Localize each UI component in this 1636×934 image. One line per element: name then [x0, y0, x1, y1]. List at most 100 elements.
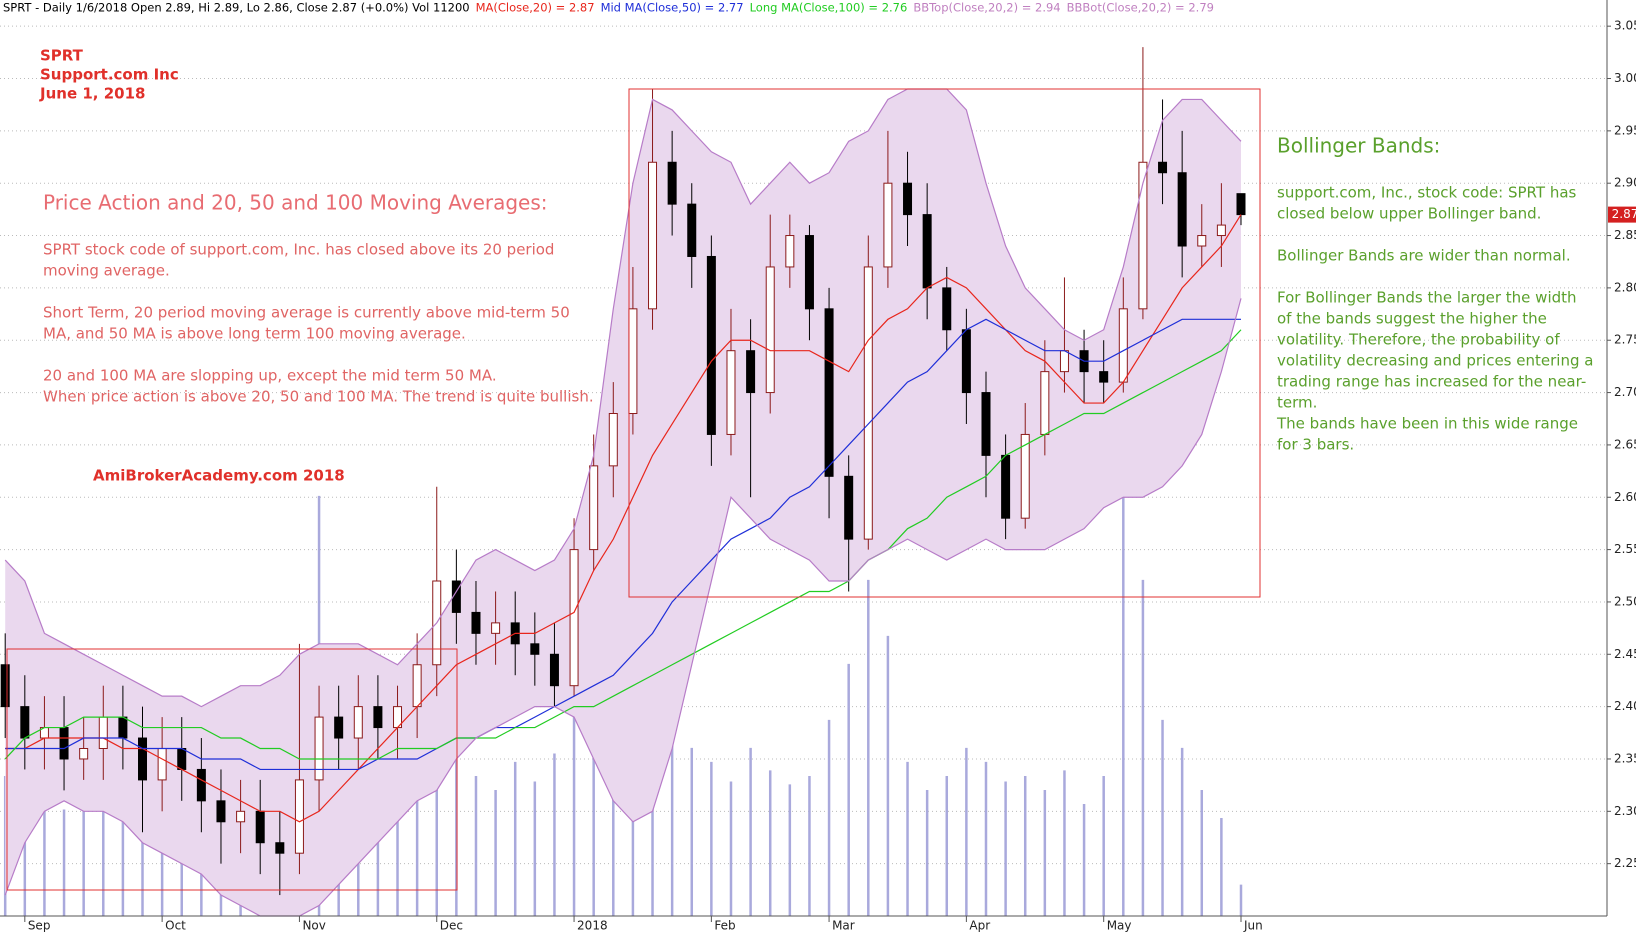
candle-body [157, 748, 167, 781]
candle-body [922, 214, 932, 289]
title-line: Support.com Inc [40, 66, 179, 84]
y-tick-label: 3.05 [1614, 19, 1636, 33]
candle-body [687, 203, 697, 257]
note-line: closed below upper Bollinger band. [1277, 205, 1541, 223]
candle-body [785, 235, 795, 268]
candle-body [20, 706, 30, 739]
note-heading: Bollinger Bands: [1277, 134, 1440, 158]
y-tick-label: 2.45 [1614, 647, 1636, 661]
bollinger-fill [5, 88, 1242, 917]
legend-entry: BBBot(Close,20,2) = 2.79 [1067, 1, 1214, 15]
note-line: The bands have been in this wide range [1276, 415, 1578, 433]
note-line: support.com, Inc., stock code: SPRT has [1277, 184, 1577, 202]
candle-body [1236, 193, 1246, 216]
x-tick-label: 2018 [577, 919, 608, 933]
note-line: When price action is above 20, 50 and 10… [43, 388, 594, 406]
y-tick-label: 3.00 [1614, 71, 1636, 85]
candle-body [1040, 371, 1050, 435]
candle-body [726, 350, 736, 435]
highlight-box [628, 88, 1261, 598]
series-line [4, 88, 1242, 708]
note-line: SPRT stock code of support.com, Inc. has… [43, 241, 554, 259]
candle-body [746, 350, 756, 394]
candle-body [1059, 350, 1069, 373]
candle-body [942, 287, 952, 331]
candle-body [1099, 371, 1109, 383]
candle-body [569, 549, 579, 687]
y-tick-label: 2.90 [1614, 176, 1636, 190]
candle-body [334, 716, 344, 739]
header: SPRT - Daily 1/6/2018 Open 2.89, Hi 2.89… [3, 1, 470, 15]
note-line: volatility decreasing and prices enterin… [1277, 352, 1593, 370]
series-line [5, 318, 1241, 771]
price-tag-label: 2.87 [1612, 207, 1636, 221]
note-line: Bollinger Bands are wider than normal. [1277, 247, 1571, 265]
y-tick-label: 2.85 [1614, 228, 1636, 242]
note-line: volatility. Therefore, the probability o… [1277, 331, 1560, 349]
candle-body [216, 800, 226, 823]
candle-body [1216, 224, 1226, 237]
note-line: moving average. [43, 262, 170, 280]
note-line: trading range has increased for the near… [1277, 373, 1586, 391]
y-tick-label: 2.55 [1614, 542, 1636, 556]
series-line [4, 298, 1242, 917]
series-line [4, 329, 1242, 760]
candle-body [1177, 172, 1187, 247]
candle-body [98, 716, 108, 750]
x-tick-label: Oct [165, 919, 186, 933]
candle-body [648, 161, 658, 310]
price-tag [1608, 206, 1636, 223]
legend-entry: Long MA(Close,100) = 2.76 [750, 1, 908, 15]
title-line: June 1, 2018 [39, 85, 145, 103]
candle-body [255, 810, 265, 844]
y-tick-label: 2.35 [1614, 751, 1636, 765]
candle-body [863, 266, 873, 540]
x-tick-label: Dec [440, 919, 463, 933]
candle-body [765, 266, 775, 394]
candle-body [1020, 433, 1030, 519]
candle-body [314, 716, 324, 781]
candle-body [59, 727, 69, 760]
candle-body [138, 737, 148, 781]
moving-averages [4, 88, 1242, 917]
y-tick-label: 2.80 [1614, 280, 1636, 294]
candle-body [79, 748, 89, 760]
candle-body [667, 161, 677, 205]
y-tick-label: 2.65 [1614, 437, 1636, 451]
candle-body [1138, 161, 1148, 310]
watermark: AmiBrokerAcademy.com 2018 [93, 467, 345, 485]
candle-body [589, 465, 599, 551]
candle-body [177, 748, 187, 770]
y-tick-label: 2.25 [1614, 856, 1636, 870]
candle-body [236, 810, 246, 823]
title-line: SPRT [40, 47, 84, 65]
legend-entry: BBTop(Close,20,2) = 2.94 [913, 1, 1060, 15]
note-line: MA, and 50 MA is above long term 100 mov… [43, 325, 466, 343]
annotations: SPRT - Daily 1/6/2018 Open 2.89, Hi 2.89… [3, 1, 1593, 485]
series-line [5, 214, 1242, 823]
candle-body [412, 664, 422, 708]
candle-body [294, 779, 304, 854]
candle-body [1197, 235, 1207, 247]
x-tick-label: Feb [714, 919, 735, 933]
candle-body [530, 643, 540, 655]
legend-entry: Mid MA(Close,50) = 2.77 [601, 1, 744, 15]
y-tick-label: 2.70 [1614, 385, 1636, 399]
note-line: 20 and 100 MA are slopping up, except th… [43, 367, 497, 385]
candle-body [275, 842, 285, 854]
candle-body [961, 329, 971, 394]
y-tick-label: 2.30 [1614, 804, 1636, 818]
candle-body [491, 622, 501, 634]
candle-body [373, 706, 383, 729]
x-tick-label: May [1107, 919, 1132, 933]
candle-body [608, 413, 618, 467]
candle-body [1001, 454, 1011, 519]
candle-body [196, 768, 206, 802]
legend-entry: MA(Close,20) = 2.87 [476, 1, 595, 15]
y-tick-label: 2.95 [1614, 123, 1636, 137]
note-line: term. [1277, 394, 1317, 412]
y-tick-label: 2.40 [1614, 699, 1636, 713]
candle-body [883, 182, 893, 268]
candle-body [981, 392, 991, 456]
